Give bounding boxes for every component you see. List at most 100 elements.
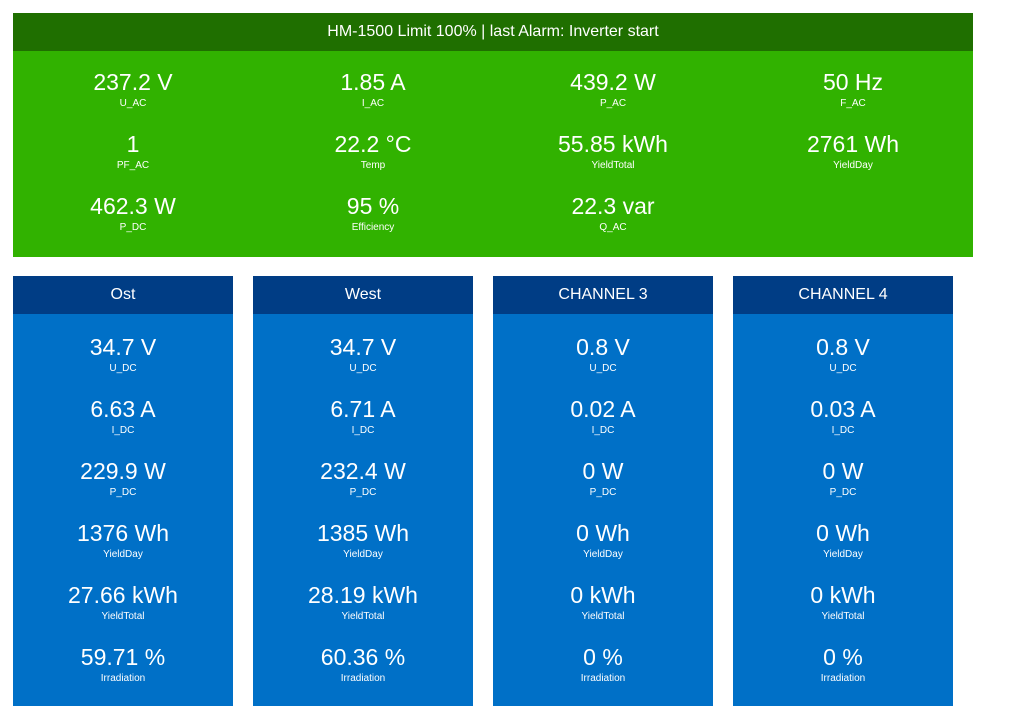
metric-label: YieldTotal: [101, 611, 145, 622]
metric-u-dc: 34.7 V U_DC: [13, 334, 233, 396]
metric-yield-day: 0 Wh YieldDay: [733, 520, 953, 582]
metric-value: 229.9 W: [80, 458, 166, 484]
metric-value: 34.7 V: [89, 334, 157, 360]
metric-label: Temp: [360, 160, 386, 171]
metric-label: I_DC: [831, 425, 855, 436]
metric-p-dc: 229.9 W P_DC: [13, 458, 233, 520]
metric-label: Q_AC: [599, 222, 627, 233]
channel-panel-ost: Ost 34.7 V U_DC 6.63 A I_DC 229.9 W P_DC 13…: [13, 276, 233, 706]
metric-value: 22.2 °C: [334, 131, 412, 157]
channel-panel-3: CHANNEL 3 0.8 V U_DC 0.02 A I_DC 0 W P_DC 0…: [493, 276, 713, 706]
metric-yield-total: 28.19 kWh YieldTotal: [253, 582, 473, 644]
metric-value: 2761 Wh: [806, 131, 900, 157]
metric-value: 0 %: [823, 644, 863, 670]
metric-value: 1376 Wh: [76, 520, 170, 546]
metric-label: YieldTotal: [591, 160, 635, 171]
metric-value: 1: [126, 131, 140, 157]
metric-label: F_AC: [840, 98, 866, 109]
metric-label: Efficiency: [351, 222, 395, 233]
metric-value: 50 Hz: [822, 69, 884, 95]
metric-value: 1.85 A: [340, 69, 406, 95]
metric-value: 0.03 A: [810, 396, 876, 422]
metric-value: 0.8 V: [816, 334, 870, 360]
metric-f-ac: 50 Hz F_AC: [733, 69, 973, 131]
metric-irradiation: 59.71 % Irradiation: [13, 644, 233, 706]
metric-value: 232.4 W: [320, 458, 406, 484]
metric-value: 0 %: [583, 644, 623, 670]
metric-value: 34.7 V: [329, 334, 397, 360]
metric-label: YieldDay: [833, 160, 873, 171]
metric-yield-day: 1376 Wh YieldDay: [13, 520, 233, 582]
metric-label: P_DC: [829, 487, 857, 498]
metric-yield-total: 0 kWh YieldTotal: [733, 582, 953, 644]
metric-value: 95 %: [346, 193, 400, 219]
channel-metrics: 34.7 V U_DC 6.63 A I_DC 229.9 W P_DC 1376 W…: [13, 314, 233, 706]
channel-panel-west: West 34.7 V U_DC 6.71 A I_DC 232.4 W P_DC 1…: [253, 276, 473, 706]
metric-u-dc: 34.7 V U_DC: [253, 334, 473, 396]
metric-i-ac: 1.85 A I_AC: [253, 69, 493, 131]
metric-irradiation: 0 % Irradiation: [493, 644, 713, 706]
metric-u-ac: 237.2 V U_AC: [13, 69, 253, 131]
metric-value: 0 kWh: [570, 582, 636, 608]
metric-value: 237.2 V: [93, 69, 173, 95]
metric-value: 0 W: [582, 458, 624, 484]
metric-yield-day: 0 Wh YieldDay: [493, 520, 713, 582]
metric-label: I_DC: [591, 425, 615, 436]
metric-label: P_DC: [349, 487, 377, 498]
metric-p-dc: 0 W P_DC: [733, 458, 953, 520]
metric-i-dc: 0.03 A I_DC: [733, 396, 953, 458]
metric-value: 0.8 V: [576, 334, 630, 360]
channel-panel-4: CHANNEL 4 0.8 V U_DC 0.03 A I_DC 0 W P_DC 0…: [733, 276, 953, 706]
metric-value: 59.71 %: [80, 644, 166, 670]
metric-label: YieldTotal: [581, 611, 625, 622]
metric-temp: 22.2 °C Temp: [253, 131, 493, 193]
metric-yield-day: 2761 Wh YieldDay: [733, 131, 973, 193]
metric-label: U_DC: [349, 363, 377, 374]
metric-p-dc: 0 W P_DC: [493, 458, 713, 520]
metric-efficiency: 95 % Efficiency: [253, 193, 493, 255]
metric-u-dc: 0.8 V U_DC: [733, 334, 953, 396]
metric-value: 55.85 kWh: [558, 131, 668, 157]
metric-label: PF_AC: [116, 160, 150, 171]
channel-title: CHANNEL 4: [733, 276, 953, 314]
metric-value: 0 kWh: [810, 582, 876, 608]
channel-title: CHANNEL 3: [493, 276, 713, 314]
channel-metrics: 34.7 V U_DC 6.71 A I_DC 232.4 W P_DC 1385 W…: [253, 314, 473, 706]
metric-value: 6.71 A: [330, 396, 396, 422]
metric-label: YieldDay: [583, 549, 623, 560]
metric-p-ac: 439.2 W P_AC: [493, 69, 733, 131]
inverter-title: HM-1500 Limit 100% | last Alarm: Inverte…: [13, 13, 973, 51]
metric-value: 0 Wh: [576, 520, 630, 546]
metric-label: Irradiation: [820, 673, 866, 684]
metric-label: YieldDay: [823, 549, 863, 560]
metric-label: P_AC: [599, 98, 627, 109]
metric-label: U_DC: [109, 363, 137, 374]
metric-value: 60.36 %: [320, 644, 406, 670]
metric-label: U_DC: [829, 363, 857, 374]
channel-title: Ost: [13, 276, 233, 314]
metric-value: 0.02 A: [570, 396, 636, 422]
channel-metrics: 0.8 V U_DC 0.02 A I_DC 0 W P_DC 0 Wh YieldDa…: [493, 314, 713, 706]
metric-i-dc: 6.63 A I_DC: [13, 396, 233, 458]
metric-p-dc: 232.4 W P_DC: [253, 458, 473, 520]
metric-label: Irradiation: [580, 673, 626, 684]
metric-value: 462.3 W: [90, 193, 176, 219]
metric-pf-ac: 1 PF_AC: [13, 131, 253, 193]
inverter-metrics: 237.2 V U_AC 1.85 A I_AC 439.2 W P_AC 50…: [13, 51, 973, 255]
channel-title: West: [253, 276, 473, 314]
metric-label: I_DC: [351, 425, 375, 436]
metric-label: Irradiation: [340, 673, 386, 684]
metric-value: 28.19 kWh: [308, 582, 418, 608]
metric-label: I_DC: [111, 425, 135, 436]
metric-value: 27.66 kWh: [68, 582, 178, 608]
metric-label: YieldDay: [343, 549, 383, 560]
metric-label: YieldDay: [103, 549, 143, 560]
metric-yield-total: 55.85 kWh YieldTotal: [493, 131, 733, 193]
metric-irradiation: 60.36 % Irradiation: [253, 644, 473, 706]
metric-value: 0 W: [822, 458, 864, 484]
metric-i-dc: 6.71 A I_DC: [253, 396, 473, 458]
metric-label: P_DC: [109, 487, 137, 498]
metric-u-dc: 0.8 V U_DC: [493, 334, 713, 396]
metric-label: P_DC: [119, 222, 147, 233]
metric-label: U_DC: [589, 363, 617, 374]
